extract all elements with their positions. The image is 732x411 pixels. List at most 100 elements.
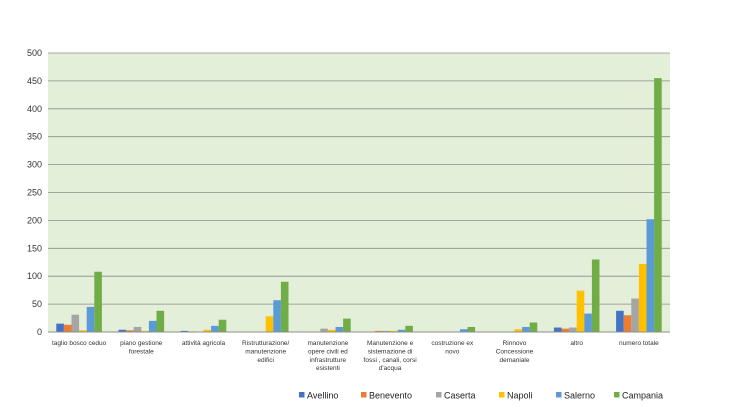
- x-category-label-line: manutenzione: [307, 340, 348, 347]
- bar-caserta: [631, 298, 639, 332]
- x-category-label-line: altro: [570, 340, 583, 347]
- y-tick-label: 450: [27, 76, 42, 86]
- bar-salerno: [86, 306, 95, 332]
- x-category-label: numero totale: [619, 340, 659, 347]
- x-category-label: costruzione ex novo: [431, 340, 474, 355]
- x-category-label-line: Manutenzione e: [367, 340, 414, 347]
- x-category-label: taglio bosco ceduo: [52, 340, 107, 347]
- legend-swatch-caserta: [436, 392, 442, 398]
- x-category-label-line: costruzione ex: [431, 340, 474, 347]
- bar-caserta: [569, 327, 577, 332]
- bar-campania: [529, 322, 538, 332]
- bar-caserta: [320, 328, 328, 332]
- x-category-label-line: piano gestione: [120, 340, 163, 347]
- legend: Avellino Benevento Caserta Napoli Salerno Cam…: [299, 391, 663, 401]
- bar-salerno: [148, 320, 157, 332]
- bar-benevento: [561, 328, 570, 332]
- x-category-label: Manutenzione e sistemazione di fossi , can…: [364, 340, 417, 372]
- legend-swatch-salerno: [556, 392, 562, 398]
- bar-salerno: [211, 325, 219, 332]
- bar-benevento: [623, 315, 632, 332]
- bar-avellino: [56, 323, 64, 332]
- y-tick-label: 400: [27, 104, 42, 114]
- bar-campania: [467, 326, 476, 332]
- legend-swatch-campania: [614, 392, 620, 398]
- legend-swatch-avellino: [299, 392, 305, 398]
- bar-napoli: [141, 330, 149, 332]
- bar-caserta: [133, 326, 142, 332]
- legend-swatch-benevento: [361, 392, 367, 398]
- bar-caserta: [382, 330, 391, 332]
- x-axis-category-labels: taglio bosco ceduo piano gestione forestal…: [52, 340, 659, 372]
- y-tick-label: 50: [32, 299, 42, 309]
- bar-salerno: [397, 329, 406, 332]
- bar-salerno: [273, 300, 281, 332]
- y-tick-label: 500: [27, 48, 42, 58]
- x-category-label-line: edifici: [257, 357, 274, 364]
- legend-label-avellino: Avellino: [307, 391, 338, 401]
- bar-salerno: [584, 313, 592, 332]
- bar-campania: [218, 319, 227, 332]
- bar-avellino: [553, 327, 562, 332]
- bar-avellino: [616, 310, 624, 332]
- x-category-label-line: attività agricola: [182, 340, 226, 347]
- x-category-label-line: infrastrutture: [310, 357, 347, 364]
- legend-label-napoli: Napoli: [507, 391, 533, 401]
- bar-campania: [280, 281, 289, 332]
- bar-napoli: [265, 316, 274, 332]
- bar-napoli: [576, 290, 585, 332]
- bar-napoli: [390, 330, 398, 332]
- y-tick-label: 300: [27, 160, 42, 170]
- y-tick-label: 100: [27, 271, 42, 281]
- x-category-label-line: manutenzione: [245, 348, 286, 355]
- x-category-label-line: opere civili ed: [308, 348, 348, 355]
- x-category-label-line: novo: [445, 348, 459, 355]
- bar-salerno: [459, 329, 468, 332]
- grid-lines: [48, 52, 670, 305]
- x-category-label-line: numero totale: [619, 340, 659, 347]
- y-tick-label: 250: [27, 188, 42, 198]
- x-category-label: piano gestione forestale: [120, 340, 163, 355]
- x-category-label: Rinnovo Concessione demaniale: [496, 340, 534, 364]
- bars: [56, 78, 662, 332]
- x-category-label-line: demaniale: [500, 357, 530, 364]
- x-category-label-line: Rinnovo: [503, 340, 527, 347]
- bar-napoli: [638, 263, 647, 332]
- bar-caserta: [71, 314, 80, 332]
- bar-napoli: [203, 329, 212, 332]
- x-category-label-line: esistenti: [316, 365, 340, 372]
- y-tick-label: 350: [27, 132, 42, 142]
- y-tick-label: 150: [27, 243, 42, 253]
- y-axis-tick-labels: 0 50 100 150 200 250 300 350 400 450 500: [27, 48, 42, 337]
- x-category-label: manutenzione opere civili ed infrastruttur…: [307, 340, 348, 372]
- x-category-label-line: taglio bosco ceduo: [52, 340, 107, 347]
- bar-benevento: [374, 330, 383, 332]
- x-category-label: attività agricola: [182, 340, 226, 347]
- bar-campania: [94, 271, 102, 332]
- y-tick-label: 200: [27, 215, 42, 225]
- bar-campania: [405, 325, 413, 332]
- x-category-label: altro: [570, 340, 583, 347]
- bar-napoli: [327, 329, 336, 332]
- bar-salerno: [335, 326, 344, 332]
- legend-label-caserta: Caserta: [444, 391, 476, 401]
- legend-label-salerno: Salerno: [564, 391, 595, 401]
- legend-label-benevento: Benevento: [369, 391, 412, 401]
- bar-campania: [654, 78, 662, 332]
- x-category-label-line: fossi , canali, corsi: [364, 357, 417, 364]
- bar-campania: [156, 310, 165, 332]
- legend-label-campania: Campania: [622, 391, 663, 401]
- x-category-label-line: sistemazione di: [368, 348, 413, 355]
- legend-swatch-napoli: [499, 392, 505, 398]
- bar-benevento: [63, 324, 72, 332]
- bar-avellino: [118, 329, 127, 332]
- bar-benevento: [126, 330, 134, 332]
- bar-salerno: [646, 219, 655, 332]
- x-category-label-line: Concessione: [496, 348, 534, 355]
- bar-campania: [591, 259, 600, 332]
- bar-campania: [343, 318, 351, 332]
- bar-salerno: [522, 326, 530, 332]
- x-category-label-line: d'acqua: [379, 365, 402, 372]
- y-tick-label: 0: [37, 327, 42, 337]
